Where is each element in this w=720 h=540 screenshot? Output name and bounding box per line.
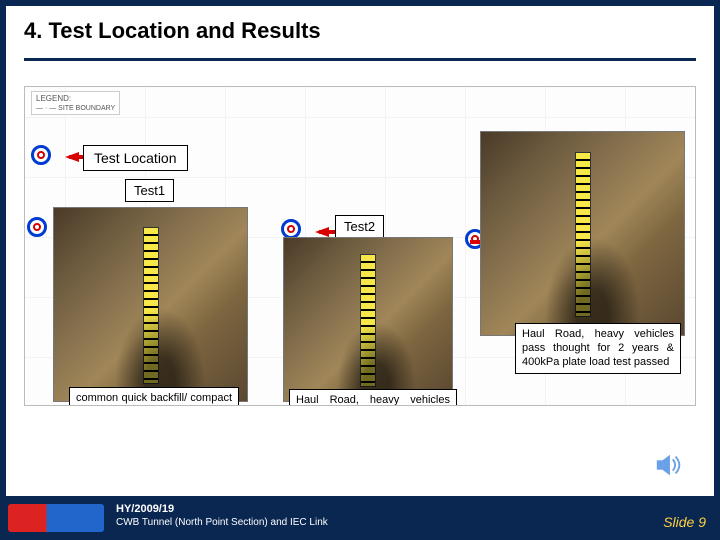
photo-test3 — [480, 131, 685, 336]
slide-footer: HY/2009/19 CWB Tunnel (North Point Secti… — [0, 496, 720, 540]
title-underline — [24, 58, 696, 61]
arrow-test2 — [315, 227, 329, 237]
legend-line: — · — SITE BOUNDARY — [36, 105, 115, 112]
arrow-test1 — [65, 152, 79, 162]
footer-logo — [8, 504, 104, 532]
audio-icon — [654, 450, 684, 480]
label-test1: Test1 — [125, 179, 174, 202]
target-marker-test1 — [27, 217, 47, 237]
slide-number: Slide 9 — [663, 514, 706, 530]
map-area: LEGEND: — · — SITE BOUNDARY Test Locatio… — [24, 86, 696, 406]
footer-project: CWB Tunnel (North Point Section) and IEC… — [116, 516, 328, 529]
label-test-location: Test Location — [83, 145, 188, 171]
footer-ref: HY/2009/19 — [116, 502, 328, 516]
slide-title: 4. Test Location and Results — [24, 18, 321, 44]
legend-heading: LEGEND: — [36, 94, 115, 103]
map-legend: LEGEND: — · — SITE BOUNDARY — [31, 91, 120, 115]
target-marker-legend — [31, 145, 51, 165]
footer-text: HY/2009/19 CWB Tunnel (North Point Secti… — [116, 502, 328, 529]
slide-body: 4. Test Location and Results LEGEND: — ·… — [6, 6, 714, 534]
caption-test2: Haul Road, heavy vehicles pass thought f… — [289, 389, 457, 406]
photo-test2 — [283, 237, 453, 402]
label-test2: Test2 — [335, 215, 384, 238]
caption-test3: Haul Road, heavy vehicles pass thought f… — [515, 323, 681, 374]
caption-test1: common quick backfill/ compact method on… — [69, 387, 239, 406]
photo-test1 — [53, 207, 248, 402]
target-marker-test2 — [281, 219, 301, 239]
